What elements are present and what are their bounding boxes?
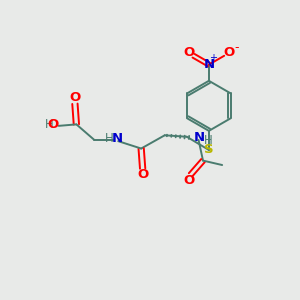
Text: O: O <box>137 168 148 181</box>
Text: O: O <box>47 118 59 131</box>
Text: S: S <box>204 143 214 157</box>
Text: N: N <box>203 58 214 71</box>
Text: O: O <box>223 46 234 59</box>
Text: +: + <box>209 53 217 63</box>
Text: H: H <box>104 132 113 145</box>
Text: O: O <box>184 173 195 187</box>
Text: H: H <box>45 118 53 131</box>
Text: -: - <box>234 41 239 54</box>
Text: O: O <box>184 46 195 59</box>
Text: H: H <box>204 134 212 147</box>
Text: O: O <box>69 92 80 104</box>
Text: N: N <box>193 130 204 143</box>
Text: N: N <box>112 132 123 145</box>
